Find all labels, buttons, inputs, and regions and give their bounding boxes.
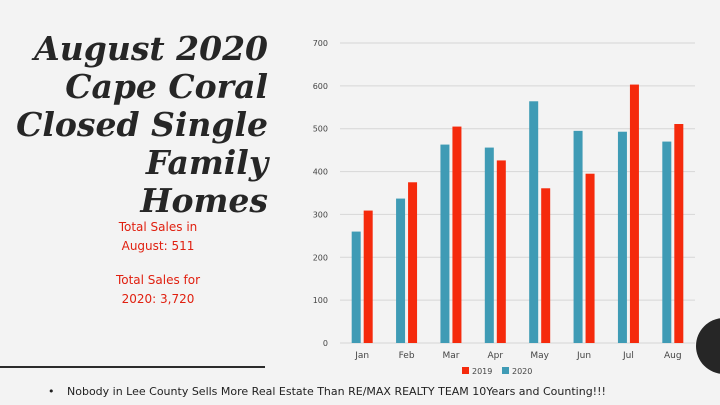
bar-2019 bbox=[585, 173, 595, 343]
bar-2020 bbox=[617, 131, 627, 343]
bar-chart: 0 100 200 300 400 500 600 700 Jan Feb Mar Apr May Jun… bbox=[313, 39, 695, 376]
bar-2020 bbox=[440, 144, 450, 343]
year-sales-value: 2020: 3,720 bbox=[121, 292, 195, 306]
bar-2020 bbox=[529, 101, 539, 344]
footer-note: • Nobody in Lee County Sells More Real E… bbox=[48, 385, 606, 398]
bar-2019 bbox=[452, 126, 462, 343]
bar-2019 bbox=[629, 84, 639, 344]
legend-label: 2019 bbox=[472, 367, 492, 376]
y-tick-label: 400 bbox=[313, 168, 328, 177]
bar-2019 bbox=[674, 124, 684, 343]
bar-2019 bbox=[363, 210, 373, 343]
bar-2019 bbox=[541, 188, 551, 343]
y-tick-label: 700 bbox=[313, 39, 328, 48]
x-tick-label: Jun bbox=[576, 351, 591, 361]
august-sales-label: Total Sales in bbox=[118, 220, 198, 234]
bar-2020 bbox=[396, 198, 406, 343]
legend-label: 2020 bbox=[512, 367, 532, 376]
year-sales: Total Sales for 2020: 3,720 bbox=[98, 271, 218, 309]
bar-2019 bbox=[496, 160, 506, 343]
x-tick-label: Mar bbox=[442, 351, 459, 361]
august-sales: Total Sales in August: 511 bbox=[98, 218, 218, 256]
bar-2020 bbox=[662, 141, 672, 343]
legend-swatch bbox=[502, 367, 509, 374]
bar-2020 bbox=[484, 147, 494, 343]
footer-text: Nobody in Lee County Sells More Real Est… bbox=[67, 385, 606, 398]
bullet-icon: • bbox=[48, 385, 55, 398]
bar-2020 bbox=[573, 130, 583, 343]
x-tick-label: May bbox=[530, 351, 549, 361]
y-tick-label: 500 bbox=[313, 125, 328, 134]
title-line: Cape Coral bbox=[65, 67, 268, 106]
bar-2019 bbox=[408, 182, 418, 343]
year-sales-label: Total Sales for bbox=[115, 273, 201, 287]
slide-title: August 2020 Cape Coral Closed Single Fam… bbox=[10, 30, 268, 220]
x-tick-label: Jul bbox=[622, 351, 634, 361]
sales-stats: Total Sales in August: 511 Total Sales f… bbox=[98, 218, 218, 324]
x-tick-label: Feb bbox=[399, 351, 415, 361]
x-tick-label: Aug bbox=[664, 351, 682, 361]
y-tick-label: 200 bbox=[313, 253, 328, 262]
y-tick-label: 300 bbox=[313, 210, 328, 219]
y-tick-label: 0 bbox=[323, 339, 328, 348]
title-line: August 2020 bbox=[34, 29, 268, 68]
x-tick-label: Jan bbox=[354, 351, 369, 361]
y-tick-label: 100 bbox=[313, 296, 328, 305]
august-sales-value: August: 511 bbox=[121, 239, 195, 253]
title-line: Closed Single bbox=[16, 105, 268, 144]
bar-2020 bbox=[351, 231, 361, 343]
legend-swatch bbox=[462, 367, 469, 374]
y-tick-label: 600 bbox=[313, 82, 328, 91]
x-tick-label: Apr bbox=[488, 351, 504, 361]
divider-line bbox=[0, 366, 265, 368]
title-line: Family Homes bbox=[140, 143, 268, 220]
